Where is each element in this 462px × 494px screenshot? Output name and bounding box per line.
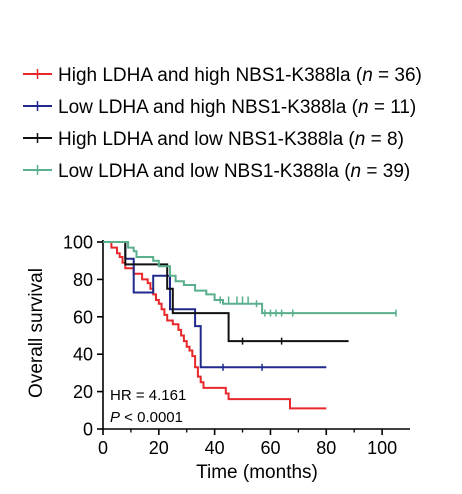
legend-entry-2: Low LDHA and high NBS1-K388la (n = 11) (58, 97, 416, 118)
x-tick-label: 0 (98, 438, 108, 458)
y-tick-label: 100 (63, 233, 93, 253)
x-tick-label: 40 (205, 438, 225, 458)
p-value-label: P < 0.0001 (110, 409, 183, 426)
legend-entry-n: n (362, 65, 373, 86)
legend-entry-3: High LDHA and low NBS1-K388la (n = 8) (58, 129, 404, 150)
p-value-symbol: P (110, 409, 120, 426)
legend-entry-name: Low LDHA and high NBS1-K388la ( (58, 97, 359, 118)
legend-entry-n: n (351, 161, 362, 182)
x-tick-label: 80 (316, 438, 336, 458)
legend-entry-name: High LDHA and low NBS1-K388la ( (58, 129, 355, 150)
legend-entry-count: = 11) (369, 97, 417, 118)
legend-entry-n: n (358, 97, 369, 118)
y-axis-label: Overall survival (26, 268, 47, 398)
axes (97, 240, 410, 435)
legend-entry-4: Low LDHA and low NBS1-K388la (n = 39) (58, 161, 410, 182)
legend-entry-count: = 36) (373, 65, 422, 86)
p-value-text: < 0.0001 (120, 409, 183, 426)
legend-entry-n: n (355, 129, 366, 150)
hazard-ratio-label: HR = 4.161 (110, 387, 186, 404)
x-tick-label: 20 (149, 438, 169, 458)
x-axis-label: Time (months) (196, 462, 318, 483)
y-tick-label: 60 (73, 307, 93, 327)
legend-entry-1: High LDHA and high NBS1-K388la (n = 36) (58, 65, 422, 86)
y-tick-label: 40 (73, 345, 93, 365)
survival-curve-4 (103, 241, 396, 315)
x-tick-label: 60 (260, 438, 280, 458)
legend-entry-count: = 39) (361, 161, 410, 182)
legend-entry-name: Low LDHA and low NBS1-K388la ( (58, 161, 351, 182)
y-tick-label: 20 (73, 382, 93, 402)
tick-labels: 0 20 40 60 80 100 0 20 40 60 80 100 (63, 233, 397, 459)
x-tick-label: 100 (367, 438, 397, 458)
curves (103, 241, 396, 410)
survival-curve-2 (103, 241, 327, 369)
censor-marks (219, 296, 397, 371)
legend-entry-count: = 8) (365, 129, 404, 150)
legend-entry-name: High LDHA and high NBS1-K388la ( (58, 65, 363, 86)
y-tick-label: 80 (73, 270, 93, 290)
survival-curve-3 (103, 241, 349, 343)
y-tick-label: 0 (83, 420, 93, 440)
plot-area: 0 20 40 60 80 100 0 20 40 60 80 100 (63, 233, 410, 459)
survival-curve-1 (103, 241, 327, 410)
legend: High LDHA and high NBS1-K388la (n = 36)L… (23, 65, 422, 182)
